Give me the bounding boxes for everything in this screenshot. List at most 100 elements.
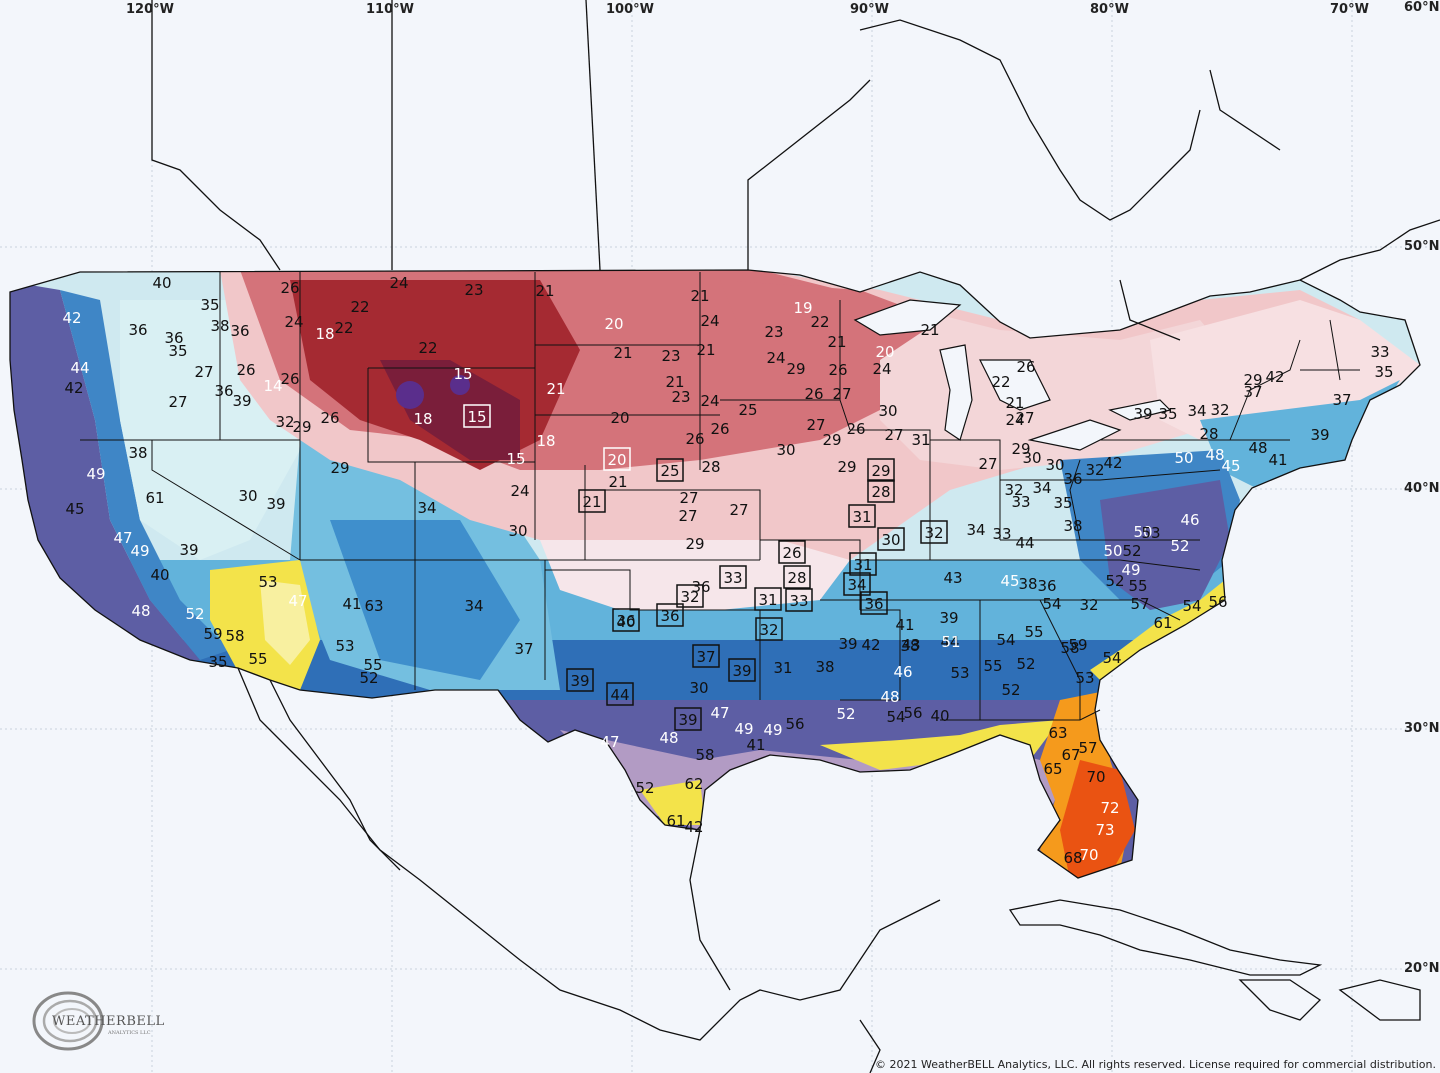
temperature-label: 54 xyxy=(1182,597,1201,615)
lon-label-110w: 110°W xyxy=(366,2,414,17)
temperature-label: 32 xyxy=(1210,401,1229,419)
temperature-label: 39 xyxy=(266,495,285,513)
temperature-label: 72 xyxy=(1100,799,1119,817)
temperature-label: 29 xyxy=(1011,440,1030,458)
temperature-label: 52 xyxy=(1105,572,1124,590)
temperature-label: 55 xyxy=(248,650,267,668)
temperature-label: 41 xyxy=(342,595,361,613)
temperature-label: 55 xyxy=(1128,577,1147,595)
temperature-label: 32 xyxy=(759,621,778,639)
temperature-label: 53 xyxy=(950,664,969,682)
temperature-label: 48 xyxy=(880,688,899,706)
temperature-label: 39 xyxy=(939,609,958,627)
lon-label-70w: 70°W xyxy=(1330,2,1369,17)
temperature-label: 22 xyxy=(418,339,437,357)
temperature-label: 37 xyxy=(514,640,533,658)
temperature-label: 47 xyxy=(113,529,132,547)
temperature-label-box xyxy=(566,668,594,692)
temperature-label: 38 xyxy=(900,637,919,655)
temperature-label: 48 xyxy=(1248,439,1267,457)
temperature-label: 61 xyxy=(1153,614,1172,632)
temperature-label: 35 xyxy=(1374,363,1393,381)
temperature-label: 57 xyxy=(1130,595,1149,613)
temperature-label: 20 xyxy=(607,451,626,469)
temperature-label: 73 xyxy=(1095,821,1114,839)
temperature-label: 44 xyxy=(1015,534,1034,552)
temperature-label: 37 xyxy=(1332,391,1351,409)
temperature-label: 50 xyxy=(1103,542,1122,560)
temperature-label: 24 xyxy=(766,349,785,367)
temperature-label: 24 xyxy=(284,313,303,331)
temperature-label: 29 xyxy=(330,459,349,477)
temperature-label: 35 xyxy=(1053,494,1072,512)
temperature-label: 41 xyxy=(746,736,765,754)
temperature-label: 58 xyxy=(225,627,244,645)
temperature-label: 27 xyxy=(1015,409,1034,427)
temperature-label: 45 xyxy=(1221,457,1240,475)
temperature-label: 36 xyxy=(660,607,679,625)
temperature-label: 54 xyxy=(1102,649,1121,667)
temperature-label: 63 xyxy=(364,597,383,615)
temperature-label: 21 xyxy=(827,333,846,351)
copyright-notice: © 2021 WeatherBELL Analytics, LLC. All r… xyxy=(875,1058,1436,1071)
temperature-label: 30 xyxy=(1045,456,1064,474)
temperature-label: 28 xyxy=(787,569,806,587)
temperature-label: 55 xyxy=(1024,623,1043,641)
temperature-label: 36 xyxy=(1037,577,1056,595)
temperature-label: 15 xyxy=(506,450,525,468)
temperature-label: 59 xyxy=(203,625,222,643)
temperature-label-box xyxy=(612,608,640,632)
temperature-label-box xyxy=(692,644,720,668)
temperature-label: 56 xyxy=(785,715,804,733)
temperature-label: 39 xyxy=(732,662,751,680)
temperature-label: 52 xyxy=(635,779,654,797)
temperature-label: 36 xyxy=(1063,470,1082,488)
temperature-label: 21 xyxy=(1005,394,1024,412)
temperature-label: 38 xyxy=(210,317,229,335)
temperature-label: 24 xyxy=(510,482,529,500)
temperature-label: 27 xyxy=(194,363,213,381)
temperature-label: 18 xyxy=(413,410,432,428)
temperature-label: 32 xyxy=(1004,481,1023,499)
temperature-label: 54 xyxy=(996,631,1015,649)
temperature-label: 42 xyxy=(861,636,880,654)
temperature-label: 41 xyxy=(895,616,914,634)
temperature-label: 22 xyxy=(350,298,369,316)
temperature-label: 24 xyxy=(700,312,719,330)
temperature-label: 32 xyxy=(924,524,943,542)
temperature-label: 44 xyxy=(70,359,89,377)
temperature-label: 35 xyxy=(168,342,187,360)
temperature-label: 22 xyxy=(810,313,829,331)
temperature-label: 50 xyxy=(1133,523,1152,541)
temperature-label: 59 xyxy=(1068,636,1087,654)
temperature-label: 21 xyxy=(690,287,709,305)
temperature-label: 21 xyxy=(613,344,632,362)
temperature-label: 53 xyxy=(335,637,354,655)
temperature-label: 44 xyxy=(940,633,959,651)
temperature-label: 39 xyxy=(570,672,589,690)
temperature-label: 29 xyxy=(685,535,704,553)
temperature-label-box xyxy=(920,520,948,544)
temperature-label: 36 xyxy=(164,329,183,347)
temperature-label: 34 xyxy=(417,499,436,517)
temperature-label: 33 xyxy=(1011,493,1030,511)
temperature-label: 31 xyxy=(852,508,871,526)
temperature-label: 20 xyxy=(610,409,629,427)
temperature-label: 40 xyxy=(152,274,171,292)
temperature-label: 37 xyxy=(696,648,715,666)
temperature-label: 70 xyxy=(1086,768,1105,786)
temperature-label: 21 xyxy=(582,493,601,511)
temperature-label: 26 xyxy=(804,385,823,403)
temperature-label: 42 xyxy=(1265,368,1284,386)
temperature-label-box xyxy=(603,447,631,471)
temperature-label: 33 xyxy=(992,525,1011,543)
temperature-label: 52 xyxy=(1122,542,1141,560)
temperature-label: 51 xyxy=(941,633,960,651)
temperature-label: 39 xyxy=(179,541,198,559)
temperature-label: 27 xyxy=(168,393,187,411)
temperature-label: 30 xyxy=(878,402,897,420)
temperature-label: 31 xyxy=(911,431,930,449)
temperature-label: 40 xyxy=(616,613,635,631)
temperature-label: 26 xyxy=(280,279,299,297)
temperature-label: 58 xyxy=(695,746,714,764)
